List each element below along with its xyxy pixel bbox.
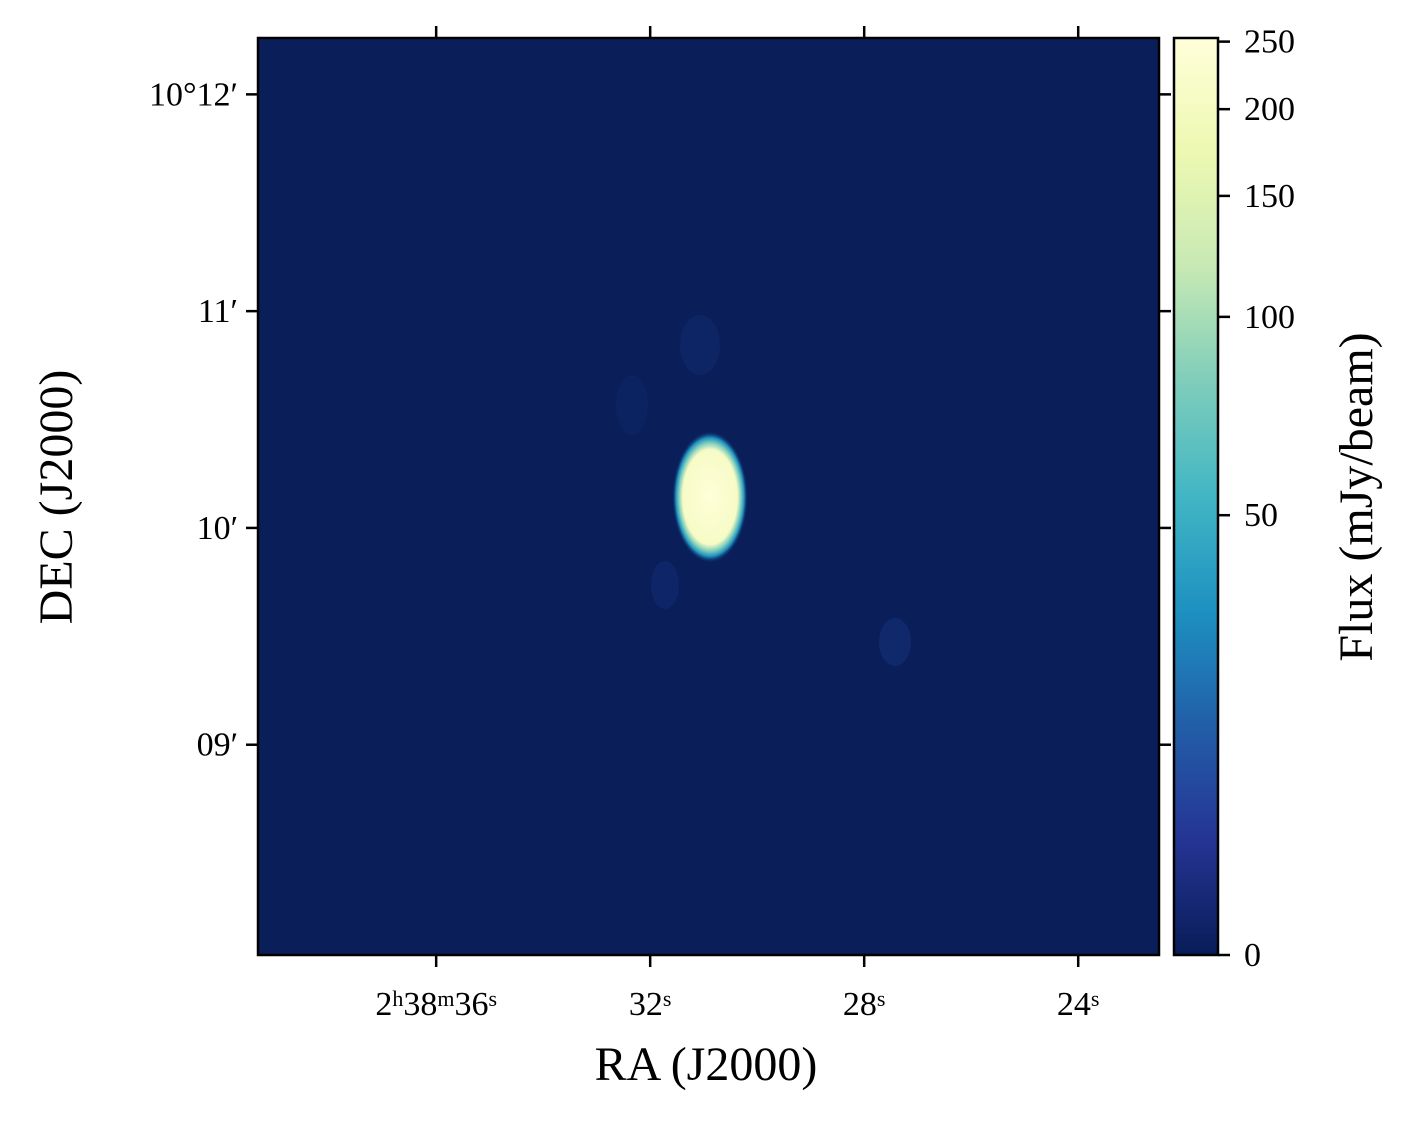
y-tick-label: 11′ xyxy=(198,293,238,330)
colorbar-tick-label: 150 xyxy=(1244,178,1295,215)
faint-source xyxy=(616,375,648,435)
colorbar-tick-label: 250 xyxy=(1244,24,1295,61)
colorbar-tick-label: 50 xyxy=(1244,497,1278,534)
colorbar-frame xyxy=(1172,36,1220,957)
y-tick-label: 09′ xyxy=(197,727,238,764)
y-tick-label: 10°12′ xyxy=(149,76,238,113)
colorbar-label: Flux (mJy/beam) xyxy=(1330,332,1383,661)
image-features xyxy=(616,315,911,666)
x-axis-label: RA (J2000) xyxy=(595,1038,818,1091)
faint-source xyxy=(879,618,911,666)
colorbar-tick-label: 200 xyxy=(1244,91,1295,128)
x-tick-label: 24s xyxy=(1057,986,1100,1023)
x-tick-label: 28s xyxy=(843,986,886,1023)
x-tick-label: 2h38m36s xyxy=(375,986,497,1023)
faint-source xyxy=(680,315,720,375)
y-tick-label: 10′ xyxy=(197,510,238,547)
x-tick-label: 32s xyxy=(629,986,672,1023)
plot-frame xyxy=(256,36,1161,957)
colorbar-tick-label: 0 xyxy=(1244,937,1261,974)
faint-source xyxy=(651,561,679,609)
y-axis-label: DEC (J2000) xyxy=(30,370,83,625)
colorbar-tick-label: 100 xyxy=(1244,299,1295,336)
bright-source xyxy=(672,431,748,563)
colorbar xyxy=(1174,38,1218,955)
